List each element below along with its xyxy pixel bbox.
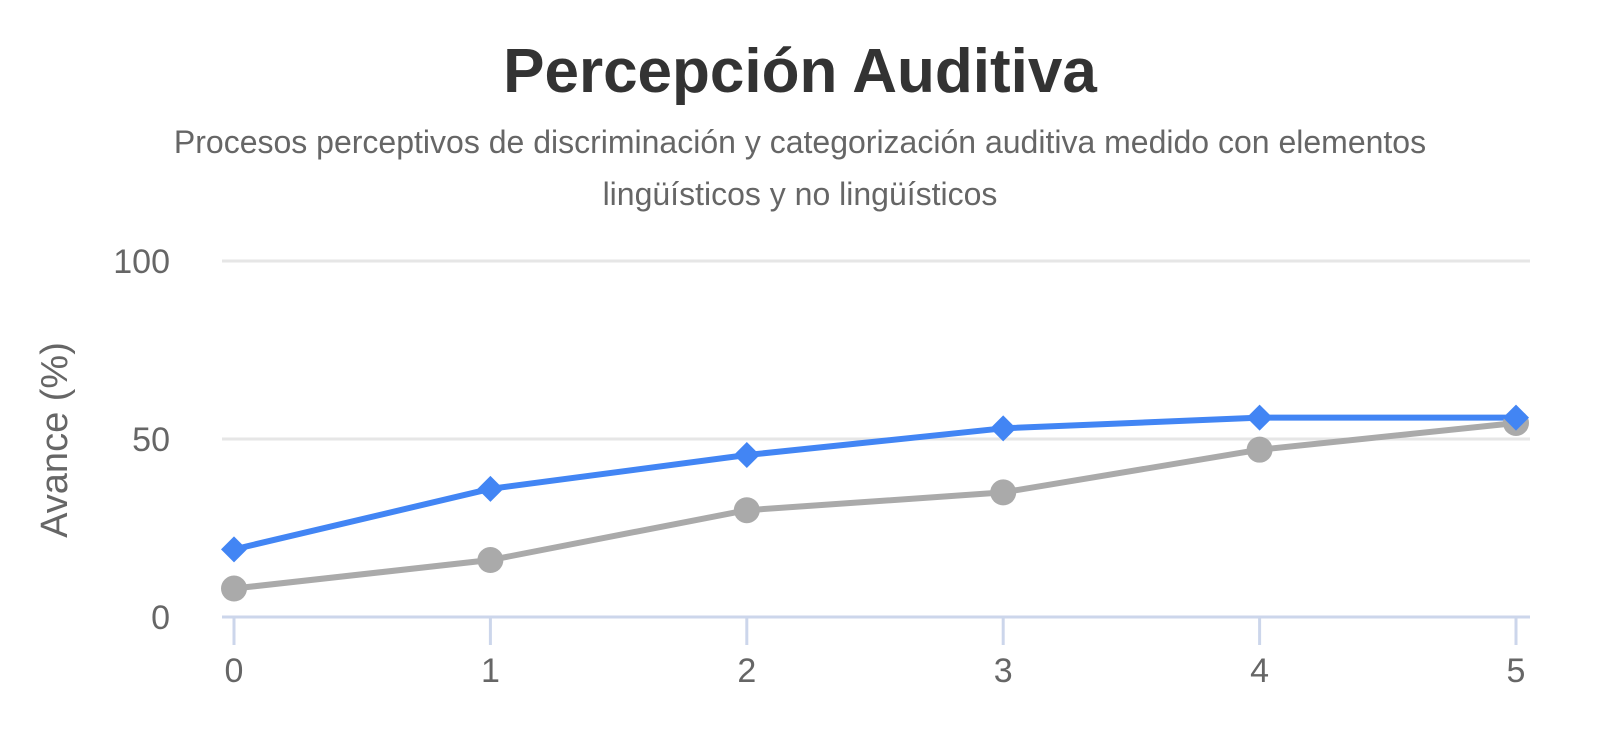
x-axis bbox=[222, 615, 1530, 645]
series-1-point bbox=[1246, 404, 1273, 431]
series-1-point bbox=[990, 415, 1017, 442]
series-1-point bbox=[221, 536, 247, 563]
series-2-point bbox=[1246, 436, 1273, 463]
y-tick-label: 100 bbox=[113, 243, 170, 281]
series-1-point bbox=[1503, 404, 1529, 431]
series-2-point bbox=[733, 497, 760, 524]
series-2-line bbox=[231, 419, 1519, 592]
x-axis-ticks: 0 1 2 3 4 5 bbox=[225, 652, 1526, 690]
x-tick-label: 5 bbox=[1507, 652, 1526, 690]
y-axis-title: Avance (%) bbox=[34, 342, 76, 538]
series-2-point bbox=[990, 479, 1017, 506]
x-tick-label: 3 bbox=[994, 652, 1013, 690]
series-1-point bbox=[477, 475, 504, 502]
series-2-point bbox=[477, 547, 504, 574]
y-tick-label: 50 bbox=[132, 421, 170, 459]
x-tick-label: 0 bbox=[225, 652, 244, 690]
x-tick-label: 2 bbox=[737, 652, 756, 690]
series-1-point bbox=[733, 442, 760, 469]
x-tick-label: 1 bbox=[481, 652, 500, 690]
series-lines bbox=[231, 414, 1519, 592]
y-tick-label: 0 bbox=[151, 599, 170, 637]
chart-title: Percepción Auditiva bbox=[503, 37, 1097, 106]
gridlines bbox=[222, 259, 1530, 441]
series-1-line bbox=[231, 414, 1519, 553]
series-markers bbox=[221, 404, 1529, 602]
y-axis-ticks: 0 50 100 bbox=[113, 243, 170, 637]
chart-subtitle: Procesos perceptivos de discriminación y… bbox=[173, 124, 1427, 212]
series-2-point bbox=[221, 575, 247, 602]
x-tick-label: 4 bbox=[1250, 652, 1269, 690]
